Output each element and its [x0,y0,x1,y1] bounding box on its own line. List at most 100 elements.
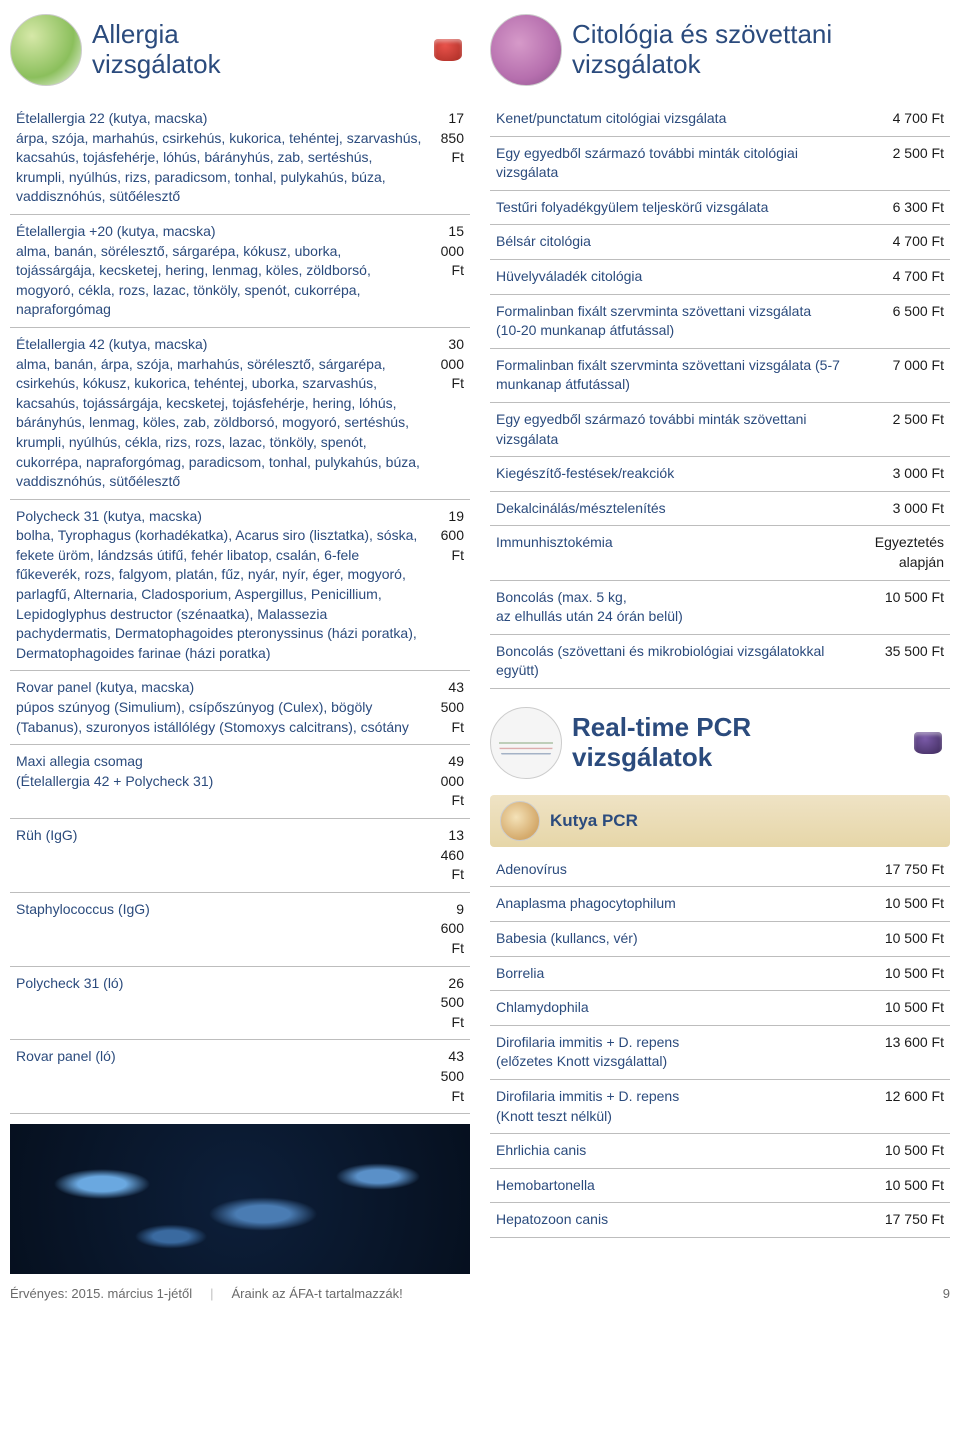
item-title: Testűri folyadékgyülem teljeskörű vizsgá… [496,199,768,215]
table-row: Hepatozoon canis17 750 Ft [490,1203,950,1238]
item-cell: Ételallergia +20 (kutya, macska)alma, ba… [10,214,430,327]
item-title: Ételallergia 42 (kutya, macska) [16,336,207,352]
item-cell: Hepatozoon canis [490,1203,827,1238]
price-cell: Egyeztetés alapján [869,526,950,580]
table-row: Ételallergia +20 (kutya, macska)alma, ba… [10,214,470,327]
item-desc: alma, banán, árpa, szója, marhahús, söré… [16,355,424,492]
table-row: Polycheck 31 (kutya, macska)bolha, Tyrop… [10,499,470,671]
table-row: Anaplasma phagocytophilum 10 500 Ft [490,887,950,922]
pcr-table: Adenovírus17 750 FtAnaplasma phagocytoph… [490,853,950,1238]
allergy-table: Ételallergia 22 (kutya, macska)árpa, szó… [10,102,470,1114]
item-cell: Rüh (IgG) [10,819,430,893]
item-cell: Egy egyedből származó további minták szö… [490,402,869,456]
price-cell: 4 700 Ft [869,225,950,260]
price-cell: 17 750 Ft [827,853,950,887]
table-row: Babesia (kullancs, vér)10 500 Ft [490,922,950,957]
table-row: Egy egyedből származó további minták szö… [490,402,950,456]
table-row: Dirofilaria immitis + D. repens (előzete… [490,1025,950,1079]
pcr-title: Real-time PCR vizsgálatok [572,713,751,773]
item-cell: Ehrlichia canis [490,1134,827,1169]
item-cell: Borrelia [490,956,827,991]
page-footer: Érvényes: 2015. március 1-jétől | Áraink… [0,1274,960,1311]
dog-pcr-band: Kutya PCR [490,795,950,847]
table-row: Rovar panel (kutya, macska) púpos szúnyog… [10,671,470,745]
price-cell: 6 500 Ft [869,294,950,348]
table-row: Maxi allegia csomag(Ételallergia 42 + Po… [10,745,470,819]
item-title: Ételallergia 22 (kutya, macska) [16,110,207,126]
price-cell: 3 000 Ft [869,491,950,526]
item-cell: Hüvelyváladék citológia [490,259,869,294]
item-cell: Formalinban fixált szervminta szövettani… [490,294,869,348]
price-cell: 17 850 Ft [430,102,470,214]
item-title: Rüh (IgG) [16,827,77,843]
table-row: Dekalcinálás/mésztelenítés 3 000 Ft [490,491,950,526]
item-title: Rovar panel (kutya, macska) [16,679,194,695]
item-cell: Boncolás (max. 5 kg, az elhullás után 24 … [490,580,869,634]
price-cell: 10 500 Ft [827,956,950,991]
item-cell: Bélsár citológia [490,225,869,260]
item-cell: Rovar panel (ló) [10,1040,430,1114]
item-desc: az elhullás után 24 órán belül) [496,607,863,627]
left-column: Allergia vizsgálatok Ételallergia 22 (ku… [10,10,470,1274]
table-row: Boncolás (szövettani és mikrobiológiai v… [490,634,950,688]
item-cell: Egy egyedből származó további minták cit… [490,136,869,190]
price-cell: 2 500 Ft [869,136,950,190]
item-title: Rovar panel (ló) [16,1048,116,1064]
price-cell: 4 700 Ft [869,259,950,294]
item-cell: Dirofilaria immitis + D. repens (Knott t… [490,1080,827,1134]
item-title: Hemobartonella [496,1177,595,1193]
item-title: Adenovírus [496,861,567,877]
item-cell: Ételallergia 22 (kutya, macska)árpa, szó… [10,102,430,214]
price-cell: 3 000 Ft [869,457,950,492]
item-cell: Babesia (kullancs, vér) [490,922,827,957]
item-cell: Polycheck 31 (kutya, macska)bolha, Tyrop… [10,499,430,671]
item-cell: Hemobartonella [490,1168,827,1203]
allergy-title: Allergia vizsgálatok [92,20,221,80]
table-row: Formalinban fixált szervminta szövettani… [490,348,950,402]
cytology-title: Citológia és szövettani vizsgálatok [572,20,832,80]
item-cell: Kiegészítő-festések/reakciók [490,457,869,492]
table-row: Egy egyedből származó további minták cit… [490,136,950,190]
price-cell: 10 500 Ft [827,922,950,957]
item-title: Anaplasma phagocytophilum [496,895,676,911]
table-row: Dirofilaria immitis + D. repens (Knott t… [490,1080,950,1134]
item-title: Polycheck 31 (ló) [16,975,123,991]
item-cell: Staphylococcus (IgG) [10,892,430,966]
table-row: Rovar panel (ló)43 500 Ft [10,1040,470,1114]
allergy-header: Allergia vizsgálatok [10,10,470,90]
item-cell: Polycheck 31 (ló) [10,966,430,1040]
price-cell: 49 000 Ft [430,745,470,819]
price-cell: 17 750 Ft [827,1203,950,1238]
item-title: Dirofilaria immitis + D. repens (Knott t… [496,1088,679,1124]
item-cell: Anaplasma phagocytophilum [490,887,827,922]
item-cell: Formalinban fixált szervminta szövettani… [490,348,869,402]
footer-vat-note: Áraink az ÁFA-t tartalmazzák! [231,1286,402,1301]
item-desc: púpos szúnyog (Simulium), csípőszúnyog (… [16,698,424,737]
dog-icon [500,801,540,841]
table-row: Bélsár citológia4 700 Ft [490,225,950,260]
item-cell: Ételallergia 42 (kutya, macska) alma, ban… [10,327,430,499]
item-title: Ételallergia +20 (kutya, macska) [16,223,216,239]
item-title: Immunhisztokémia [496,534,613,550]
footer-sep-icon: | [210,1286,213,1301]
price-cell: 35 500 Ft [869,634,950,688]
item-title: Egy egyedből származó további minták szö… [496,411,807,447]
table-row: Rüh (IgG)13 460 Ft [10,819,470,893]
price-cell: 12 600 Ft [827,1080,950,1134]
item-title: Polycheck 31 (kutya, macska) [16,508,202,524]
item-title: Dekalcinálás/mésztelenítés [496,500,666,516]
item-title: Borrelia [496,965,544,981]
table-row: Kiegészítő-festések/reakciók3 000 Ft [490,457,950,492]
item-cell: Testűri folyadékgyülem teljeskörű vizsgá… [490,190,869,225]
price-cell: 10 500 Ft [827,887,950,922]
price-cell: 10 500 Ft [827,991,950,1026]
price-cell: 10 500 Ft [827,1168,950,1203]
item-cell: Maxi allegia csomag(Ételallergia 42 + Po… [10,745,430,819]
price-cell: 4 700 Ft [869,102,950,136]
table-row: Formalinban fixált szervminta szövettani… [490,294,950,348]
item-cell: Dirofilaria immitis + D. repens (előzete… [490,1025,827,1079]
footer-validity: Érvényes: 2015. március 1-jétől [10,1286,192,1301]
table-row: Hemobartonella 10 500 Ft [490,1168,950,1203]
item-title: Boncolás (max. 5 kg, [496,589,627,605]
item-desc: (10-20 munkanap átfutással) [496,321,863,341]
